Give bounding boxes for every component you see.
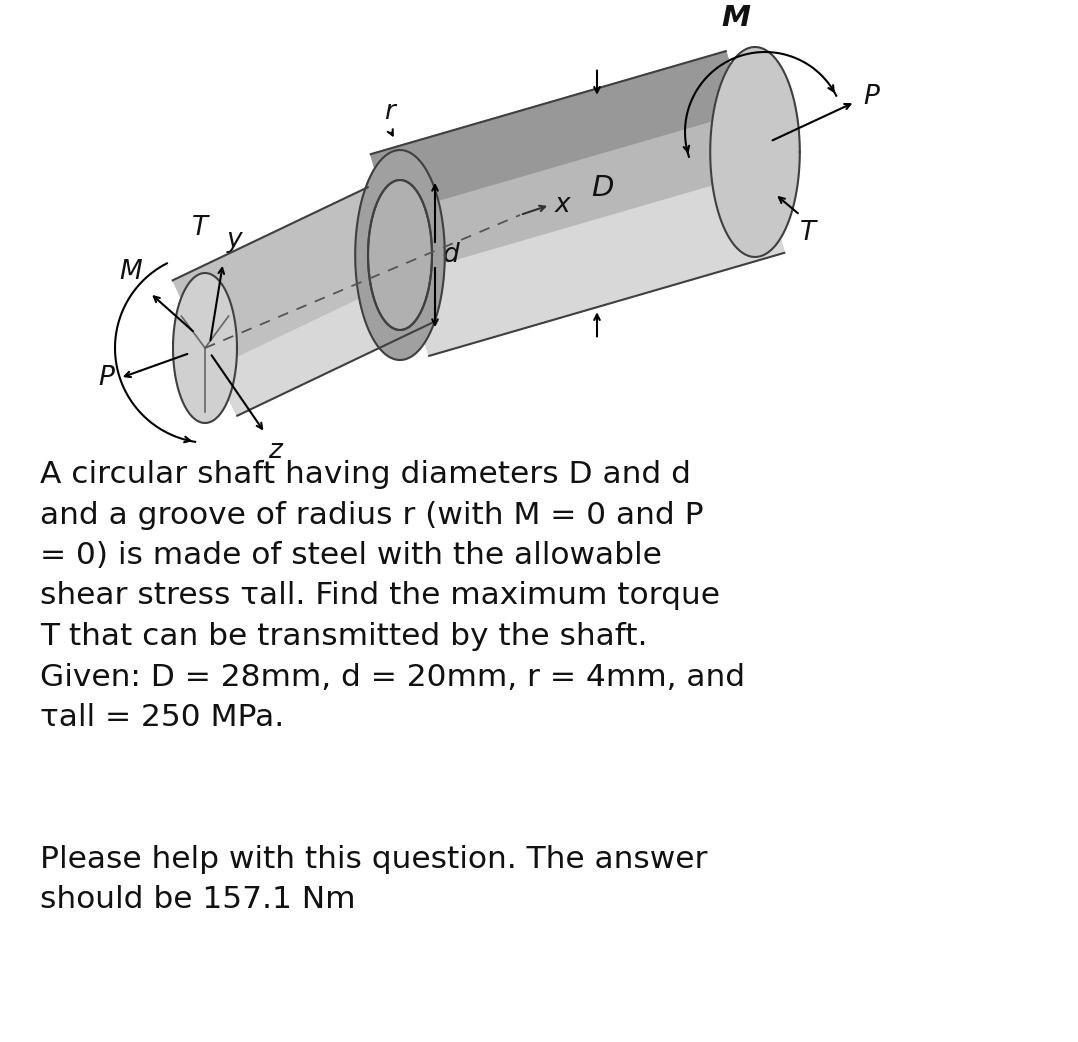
- Polygon shape: [371, 51, 744, 215]
- Text: y: y: [227, 227, 243, 253]
- Text: D: D: [591, 174, 613, 202]
- Polygon shape: [356, 150, 445, 359]
- Text: x: x: [555, 192, 570, 218]
- Text: P: P: [98, 365, 114, 391]
- Text: T: T: [800, 220, 816, 246]
- Polygon shape: [172, 273, 237, 423]
- Text: M: M: [722, 4, 750, 32]
- Polygon shape: [368, 180, 432, 330]
- Polygon shape: [710, 47, 800, 257]
- Text: d: d: [443, 242, 459, 268]
- Text: T: T: [192, 215, 208, 241]
- Text: P: P: [863, 84, 879, 110]
- Text: M: M: [120, 259, 142, 286]
- Polygon shape: [371, 51, 785, 355]
- Polygon shape: [172, 188, 432, 416]
- Polygon shape: [368, 180, 432, 330]
- Text: r: r: [385, 99, 396, 125]
- Text: A circular shaft having diameters D and d
and a groove of radius r (with M = 0 a: A circular shaft having diameters D and …: [40, 460, 745, 731]
- Text: Please help with this question. The answer
should be 157.1 Nm: Please help with this question. The answ…: [40, 845, 707, 915]
- Polygon shape: [215, 275, 432, 416]
- Text: z: z: [268, 438, 281, 464]
- Polygon shape: [405, 172, 785, 355]
